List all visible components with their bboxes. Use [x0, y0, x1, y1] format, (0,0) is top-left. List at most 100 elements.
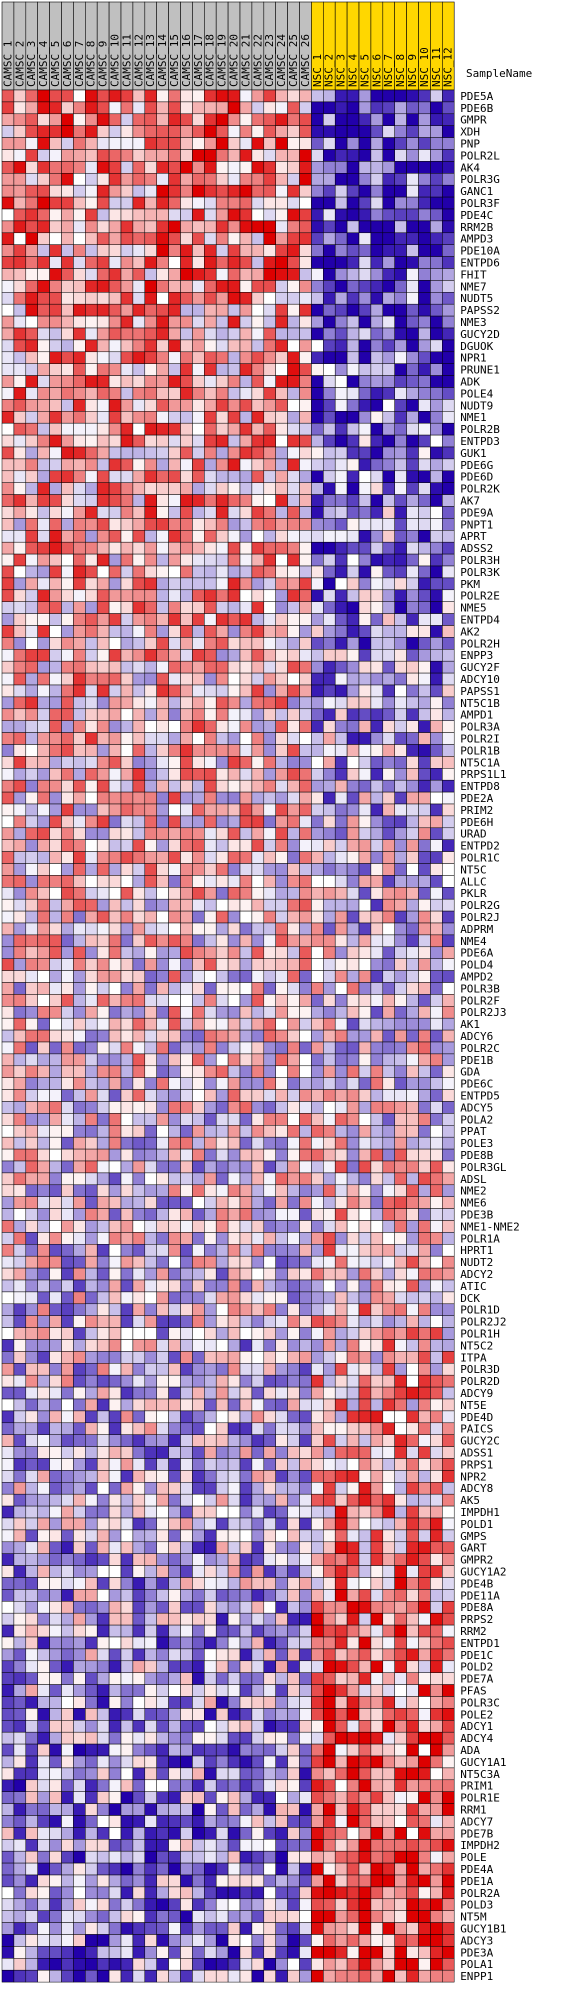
heatmap-cell — [156, 351, 169, 364]
heatmap-cell — [346, 851, 360, 864]
heatmap-cell — [204, 1232, 217, 1245]
heatmap-cell — [334, 1089, 348, 1102]
heatmap-cell — [287, 1041, 300, 1055]
heatmap-cell — [49, 530, 62, 543]
heatmap-cell — [227, 815, 241, 829]
heatmap-cell — [263, 173, 276, 186]
heatmap-cell — [37, 732, 50, 745]
heatmap-cell — [358, 970, 372, 983]
heatmap-cell — [370, 672, 384, 686]
heatmap-cell — [144, 161, 157, 174]
heatmap-cell — [192, 1053, 205, 1067]
heatmap-cell — [334, 1148, 348, 1162]
heatmap-cell — [323, 1089, 336, 1102]
heatmap-cell — [13, 196, 27, 210]
heatmap-cell — [239, 125, 253, 138]
heatmap-cell — [132, 1612, 146, 1626]
heatmap-cell — [108, 708, 122, 721]
heatmap-cell — [49, 934, 62, 948]
heatmap-cell — [239, 422, 253, 436]
heatmap-cell — [25, 1017, 38, 1031]
heatmap-cell — [132, 1255, 146, 1269]
heatmap-cell — [299, 137, 312, 150]
heatmap-cell — [346, 506, 360, 519]
heatmap-cell — [144, 220, 157, 234]
heatmap-cell — [382, 244, 395, 257]
heatmap-cell — [287, 244, 300, 257]
heatmap-cell — [323, 1493, 336, 1507]
heatmap-cell — [227, 1493, 241, 1507]
heatmap-cell — [180, 1434, 193, 1447]
heatmap-cell — [323, 113, 336, 126]
heatmap-cell — [346, 1505, 360, 1519]
heatmap-cell — [204, 494, 217, 507]
heatmap-cell — [192, 696, 205, 710]
heatmap-cell — [108, 1113, 122, 1126]
heatmap-cell — [108, 1041, 122, 1055]
heatmap-cell — [251, 1386, 265, 1400]
heatmap-cell — [442, 1482, 455, 1495]
heatmap-cell — [370, 625, 384, 638]
heatmap-cell — [358, 672, 372, 686]
heatmap-cell — [239, 1363, 253, 1376]
heatmap-cell — [108, 1589, 122, 1602]
heatmap-cell — [382, 696, 395, 710]
heatmap-cell — [192, 898, 205, 912]
heatmap-cell — [156, 161, 169, 174]
heatmap-cell — [334, 1493, 348, 1507]
heatmap-cell — [37, 696, 50, 710]
heatmap-cell — [299, 1374, 312, 1388]
heatmap-cell — [358, 1291, 372, 1305]
heatmap-cell — [132, 1303, 146, 1316]
heatmap-cell — [299, 565, 312, 579]
heatmap-cell — [215, 1279, 229, 1293]
heatmap-cell — [192, 637, 205, 650]
heatmap-cell — [13, 672, 27, 686]
heatmap-cell — [120, 113, 134, 126]
heatmap-cell — [263, 887, 276, 900]
heatmap-cell — [263, 208, 276, 222]
heatmap-cell — [394, 113, 407, 126]
heatmap-cell — [49, 196, 62, 210]
heatmap-cell — [132, 1315, 146, 1328]
heatmap-cell — [144, 720, 157, 733]
heatmap-cell — [287, 1291, 300, 1305]
heatmap-cell — [287, 601, 300, 614]
heatmap-cell — [358, 422, 372, 436]
heatmap-cell — [311, 387, 324, 400]
heatmap-cell — [358, 1351, 372, 1364]
heatmap-cell — [192, 1517, 205, 1531]
heatmap-cell — [311, 422, 324, 436]
heatmap-cell — [323, 1565, 336, 1578]
heatmap-cell — [442, 541, 455, 555]
heatmap-cell — [49, 137, 62, 150]
heatmap-cell — [418, 982, 431, 995]
heatmap-cell — [263, 1589, 276, 1602]
heatmap-cell — [334, 1160, 348, 1174]
heatmap-cell — [96, 1565, 110, 1578]
heatmap-cell — [120, 196, 134, 210]
heatmap-cell — [382, 1291, 395, 1305]
heatmap-cell — [346, 268, 360, 281]
heatmap-cell — [299, 1446, 312, 1459]
heatmap-cell — [13, 1493, 27, 1507]
heatmap-cell — [430, 1565, 443, 1578]
heatmap-cell — [442, 1172, 455, 1186]
heatmap-cell — [442, 982, 455, 995]
heatmap-cell — [132, 1458, 146, 1471]
heatmap-cell — [96, 1374, 110, 1388]
heatmap-cell — [37, 161, 50, 174]
heatmap-cell — [215, 1196, 229, 1209]
heatmap-cell — [85, 482, 98, 495]
heatmap-cell — [299, 803, 312, 817]
heatmap-cell — [180, 89, 193, 103]
heatmap-cell — [287, 1505, 300, 1519]
heatmap-cell — [334, 101, 348, 115]
heatmap-cell — [180, 1612, 193, 1626]
heatmap-cell — [156, 637, 169, 650]
heatmap-cell — [430, 1017, 443, 1031]
heatmap-cell — [311, 1184, 324, 1197]
heatmap-cell — [192, 196, 205, 210]
heatmap-cell — [418, 1601, 431, 1614]
heatmap-cell — [156, 1184, 169, 1197]
